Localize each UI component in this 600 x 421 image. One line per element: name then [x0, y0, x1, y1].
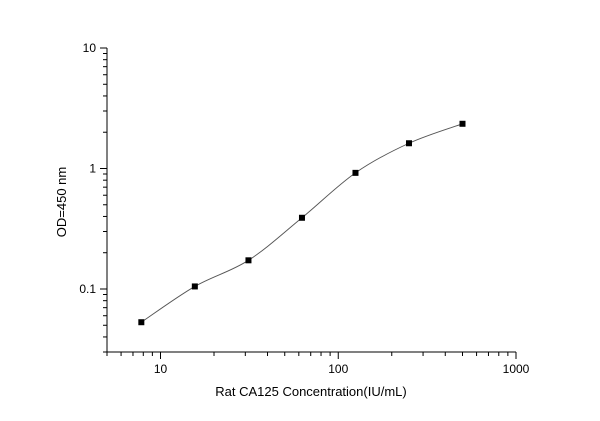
y-axis-title: OD=450 nm: [54, 167, 69, 237]
data-point: [298, 214, 305, 221]
data-points-group: [138, 120, 466, 326]
data-point: [352, 169, 359, 176]
data-point: [138, 319, 145, 326]
data-point: [459, 120, 466, 127]
x-tick-label: 1000: [503, 362, 530, 376]
data-line-group: [141, 123, 463, 323]
data-point: [405, 140, 412, 147]
axes: 10 100 1000 0.1 1 10: [79, 41, 529, 376]
x-axis-title: Rat CA125 Concentration(IU/mL): [215, 384, 406, 399]
y-tick-label: 0.1: [79, 282, 96, 296]
data-series-line: [141, 123, 463, 323]
data-point: [191, 283, 198, 290]
y-tick-label: 10: [83, 41, 97, 55]
data-point: [245, 257, 252, 264]
x-tick-label: 100: [328, 362, 348, 376]
y-tick-label: 1: [89, 161, 96, 175]
x-tick-label: 10: [154, 362, 168, 376]
